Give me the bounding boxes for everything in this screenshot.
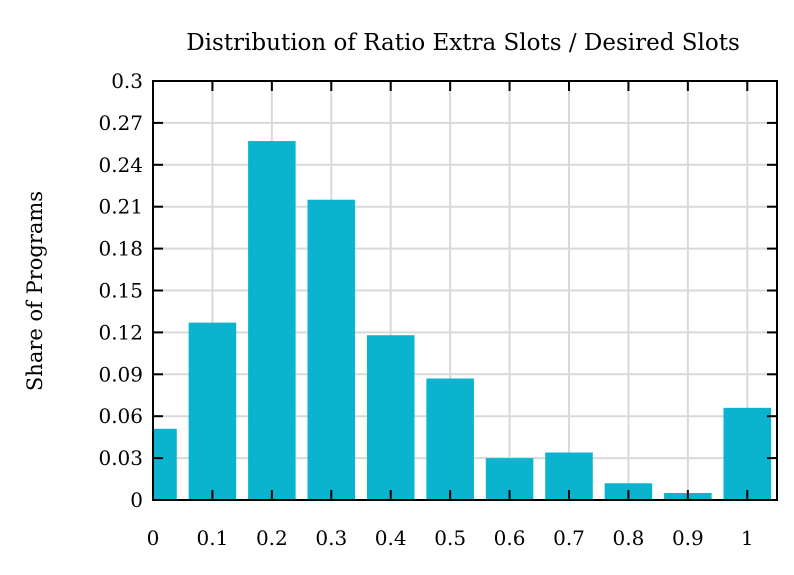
bar xyxy=(366,335,415,500)
x-tick-label: 0.1 xyxy=(197,526,229,550)
axis-ticks xyxy=(152,80,777,501)
x-tick-label: 0.2 xyxy=(256,526,288,550)
x-tick-label: 0 xyxy=(147,526,160,550)
y-tick-label: 0.18 xyxy=(98,237,143,261)
y-tick-label: 0.21 xyxy=(98,195,143,219)
chart-title: Distribution of Ratio Extra Slots / Desi… xyxy=(186,30,740,56)
bar xyxy=(723,407,772,500)
y-tick-label: 0.27 xyxy=(98,111,143,135)
y-tick-label: 0.24 xyxy=(98,153,143,177)
y-tick-label: 0.15 xyxy=(98,279,143,303)
bar xyxy=(307,199,356,500)
y-tick-label: 0.12 xyxy=(98,320,143,344)
x-tick-label: 0.3 xyxy=(315,526,347,550)
y-tick-labels: 0 0.03 0.06 0.09 0.12 0.15 0.18 0.21 0.24 0.27 0.3 xyxy=(98,69,143,512)
y-tick-label: 0.09 xyxy=(98,362,143,386)
y-tick-label: 0.3 xyxy=(111,69,143,93)
x-tick-label: 0.7 xyxy=(553,526,585,550)
x-tick-label: 0.9 xyxy=(672,526,704,550)
bar xyxy=(248,141,296,500)
y-axis-label: Share of Programs xyxy=(23,191,47,391)
x-tick-label: 0.8 xyxy=(613,526,645,550)
x-tick-label: 0.4 xyxy=(375,526,407,550)
x-tick-label: 0.6 xyxy=(494,526,526,550)
y-tick-label: 0.03 xyxy=(98,446,143,470)
bars xyxy=(153,141,772,500)
x-tick-label: 0.5 xyxy=(434,526,466,550)
bar xyxy=(426,378,474,500)
x-tick-label: 1 xyxy=(741,526,754,550)
bar xyxy=(153,428,177,500)
x-tick-labels: 0 0.1 0.2 0.3 0.4 0.5 0.6 0.7 0.8 0.9 1 xyxy=(147,526,754,550)
y-tick-label: 0 xyxy=(130,488,143,512)
bar xyxy=(188,322,237,500)
y-tick-label: 0.06 xyxy=(98,404,143,428)
